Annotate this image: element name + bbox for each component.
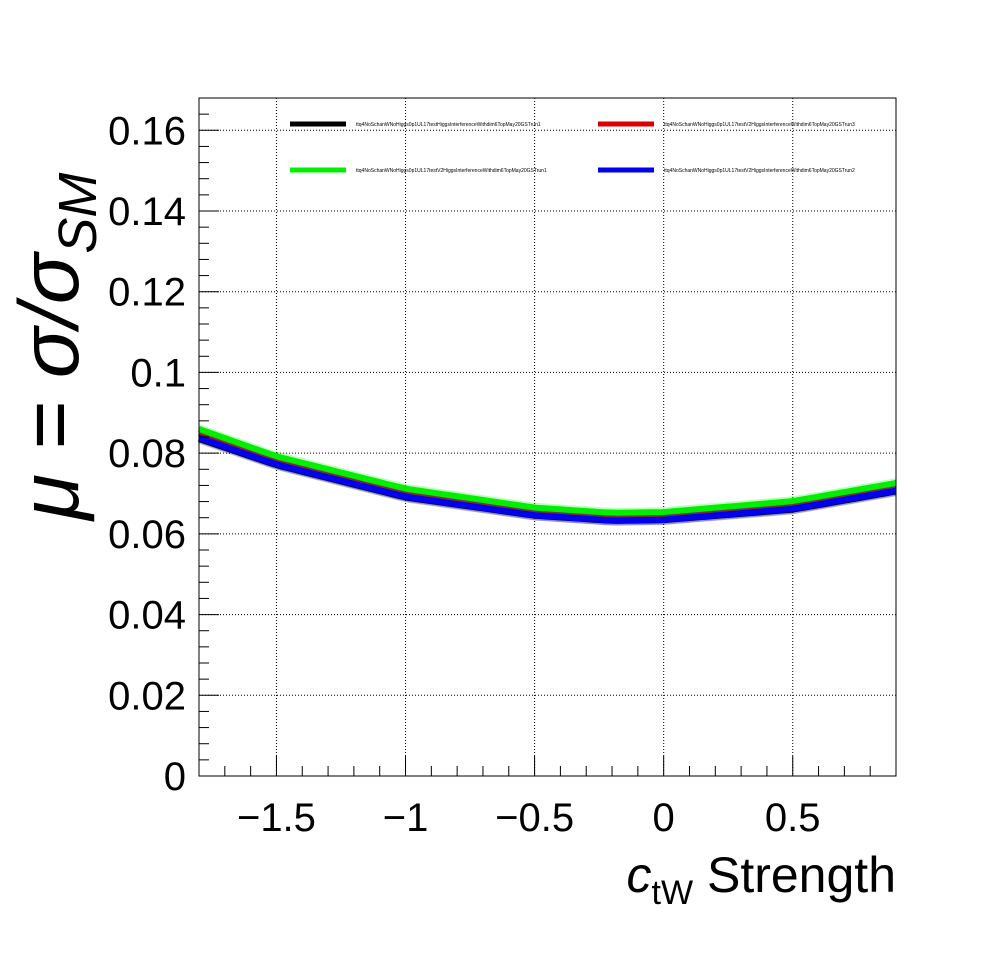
x-tick-label: −1.5 — [237, 796, 316, 840]
x-axis-title-sub: tW — [652, 874, 694, 912]
y-tick-label: 0.12 — [108, 271, 186, 315]
axis-ticks: −1.5 −1 −0.5 0 0.5 0 0.02 0.04 0.06 0.08 0.1 0.12 0.… — [108, 97, 897, 840]
series-3 — [197, 424, 897, 518]
series-line — [198, 434, 897, 524]
y-tick-label: 0.04 — [108, 594, 186, 638]
x-tick-label: −1 — [383, 796, 429, 840]
y-tick-label: 0.06 — [108, 513, 186, 557]
y-tick-label: 0 — [164, 755, 186, 799]
x-tick-label: −0.5 — [495, 796, 574, 840]
legend-label: ttq4NoSchanWNoHiggs0p1UL17testV2HiggsInt… — [356, 168, 547, 174]
plot-frame — [198, 97, 897, 777]
x-axis-title: ctW Strength — [627, 847, 896, 912]
x-tick-label: 0.5 — [765, 796, 821, 840]
x-axis-title-rest: Strength — [693, 847, 896, 903]
x-axis-title-main: c — [627, 847, 652, 903]
legend-label: ttq4NoSchanWNoHiggs0p1UL17testHiggsInter… — [356, 122, 541, 128]
legend-label: ttq4NoSchanWNoHiggs0p1UL17testV2HiggsInt… — [664, 168, 855, 174]
legend-label: ttq4NoSchanWNoHiggs0p1UL17testV2HiggsInt… — [664, 122, 855, 128]
y-axis-title-lhs: μ = σ/σ — [2, 250, 96, 522]
y-tick-label: 0.1 — [130, 351, 186, 395]
legend: ttq4NoSchanWNoHiggs0p1UL17testHiggsInter… — [290, 121, 855, 174]
y-tick-label: 0.08 — [108, 432, 186, 476]
series-line — [197, 426, 897, 516]
series-lines — [197, 424, 897, 526]
y-tick-label: 0.14 — [108, 190, 186, 234]
series-line — [198, 430, 897, 520]
series-4 — [198, 432, 897, 526]
x-tick-label: 0 — [653, 796, 675, 840]
grid — [199, 98, 896, 776]
y-tick-label: 0.16 — [108, 109, 186, 153]
y-tick-label: 0.02 — [108, 674, 186, 718]
y-axis-title-sub: SM — [48, 173, 108, 254]
y-axis-title: μ = σ/σSM — [2, 173, 108, 522]
